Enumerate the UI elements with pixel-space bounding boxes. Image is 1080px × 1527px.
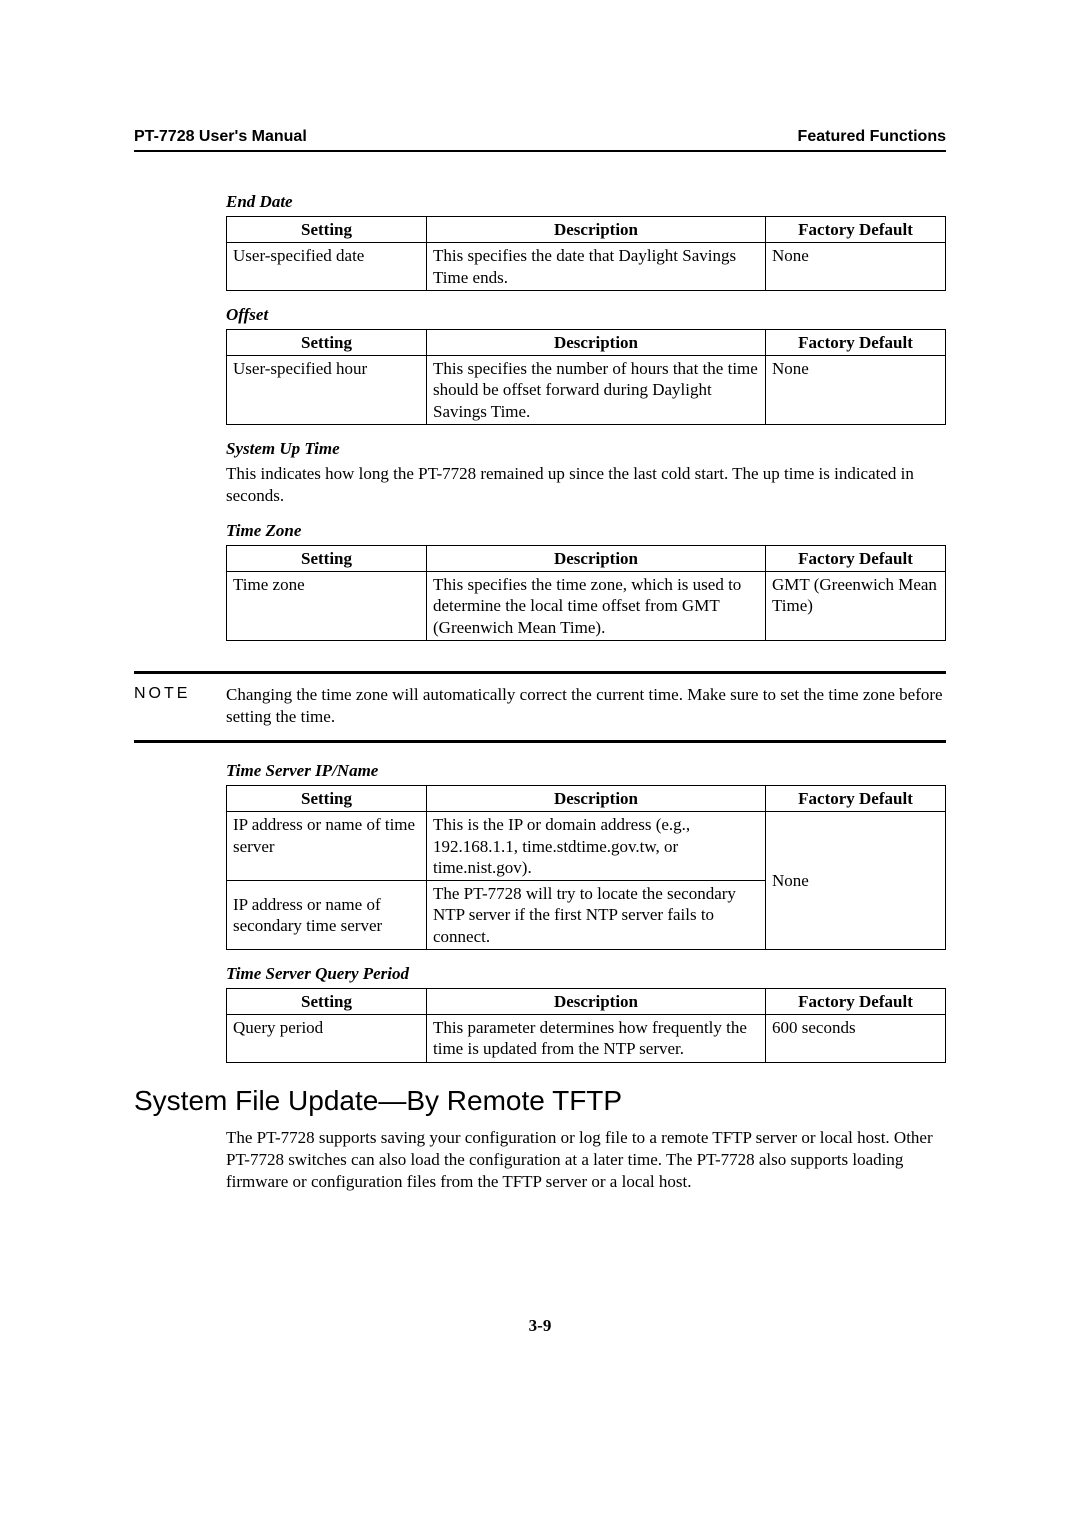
cell-description: This parameter determines how frequently… — [427, 1015, 766, 1063]
table-header-row: Setting Description Factory Default — [227, 545, 946, 571]
cell-setting: Time zone — [227, 572, 427, 641]
running-header: PT-7728 User's Manual Featured Functions — [134, 128, 946, 152]
table-header-row: Setting Description Factory Default — [227, 217, 946, 243]
col-description: Description — [427, 786, 766, 812]
table-row: User-specified date This specifies the d… — [227, 243, 946, 291]
table-offset: Setting Description Factory Default User… — [226, 329, 946, 425]
col-default: Factory Default — [766, 329, 946, 355]
table-row: Time zone This specifies the time zone, … — [227, 572, 946, 641]
text-system-up-time: This indicates how long the PT-7728 rema… — [226, 463, 946, 507]
col-setting: Setting — [227, 217, 427, 243]
heading-system-file-update: System File Update—By Remote TFTP — [134, 1085, 946, 1117]
col-setting: Setting — [227, 786, 427, 812]
table-header-row: Setting Description Factory Default — [227, 786, 946, 812]
col-default: Factory Default — [766, 786, 946, 812]
table-header-row: Setting Description Factory Default — [227, 329, 946, 355]
cell-default: 600 seconds — [766, 1015, 946, 1063]
page: PT-7728 User's Manual Featured Functions… — [134, 128, 946, 1193]
col-setting: Setting — [227, 329, 427, 355]
cell-setting: IP address or name of secondary time ser… — [227, 881, 427, 950]
col-default: Factory Default — [766, 988, 946, 1014]
table-row: User-specified hour This specifies the n… — [227, 356, 946, 425]
table-header-row: Setting Description Factory Default — [227, 988, 946, 1014]
cell-default: None — [766, 243, 946, 291]
note-text: Changing the time zone will automaticall… — [226, 684, 946, 728]
table-time-server-query: Setting Description Factory Default Quer… — [226, 988, 946, 1063]
table-row: Query period This parameter determines h… — [227, 1015, 946, 1063]
cell-setting: IP address or name of time server — [227, 812, 427, 881]
note-label: NOTE — [134, 684, 226, 728]
cell-description: This specifies the date that Daylight Sa… — [427, 243, 766, 291]
table-time-server-ip: Setting Description Factory Default IP a… — [226, 785, 946, 950]
col-setting: Setting — [227, 988, 427, 1014]
heading-time-zone: Time Zone — [226, 521, 946, 541]
cell-default: GMT (Greenwich Mean Time) — [766, 572, 946, 641]
header-left: PT-7728 User's Manual — [134, 128, 307, 146]
heading-time-server-query: Time Server Query Period — [226, 964, 946, 984]
cell-setting: Query period — [227, 1015, 427, 1063]
section-offset: Offset Setting Description Factory Defau… — [226, 305, 946, 425]
heading-offset: Offset — [226, 305, 946, 325]
cell-description: This specifies the number of hours that … — [427, 356, 766, 425]
section-end-date: End Date Setting Description Factory Def… — [226, 192, 946, 291]
col-description: Description — [427, 545, 766, 571]
section-time-server-query: Time Server Query Period Setting Descrip… — [226, 964, 946, 1063]
text-system-file-update: The PT-7728 supports saving your configu… — [226, 1127, 946, 1193]
section-time-server-ip: Time Server IP/Name Setting Description … — [226, 761, 946, 950]
col-default: Factory Default — [766, 217, 946, 243]
cell-default: None — [766, 356, 946, 425]
cell-setting: User-specified hour — [227, 356, 427, 425]
col-description: Description — [427, 217, 766, 243]
page-number: 3-9 — [134, 1316, 946, 1336]
heading-end-date: End Date — [226, 192, 946, 212]
cell-description: This specifies the time zone, which is u… — [427, 572, 766, 641]
col-default: Factory Default — [766, 545, 946, 571]
heading-system-up-time: System Up Time — [226, 439, 946, 459]
col-description: Description — [427, 329, 766, 355]
section-time-zone: Time Zone Setting Description Factory De… — [226, 521, 946, 641]
note-block: NOTE Changing the time zone will automat… — [134, 671, 946, 743]
col-description: Description — [427, 988, 766, 1014]
section-system-up-time: System Up Time This indicates how long t… — [226, 439, 946, 507]
table-row: IP address or name of time server This i… — [227, 812, 946, 881]
header-right: Featured Functions — [798, 128, 946, 146]
cell-setting: User-specified date — [227, 243, 427, 291]
cell-default: None — [766, 812, 946, 950]
cell-description: The PT-7728 will try to locate the secon… — [427, 881, 766, 950]
table-time-zone: Setting Description Factory Default Time… — [226, 545, 946, 641]
col-setting: Setting — [227, 545, 427, 571]
table-end-date: Setting Description Factory Default User… — [226, 216, 946, 291]
cell-description: This is the IP or domain address (e.g., … — [427, 812, 766, 881]
heading-time-server-ip: Time Server IP/Name — [226, 761, 946, 781]
section-system-file-update: The PT-7728 supports saving your configu… — [226, 1127, 946, 1193]
